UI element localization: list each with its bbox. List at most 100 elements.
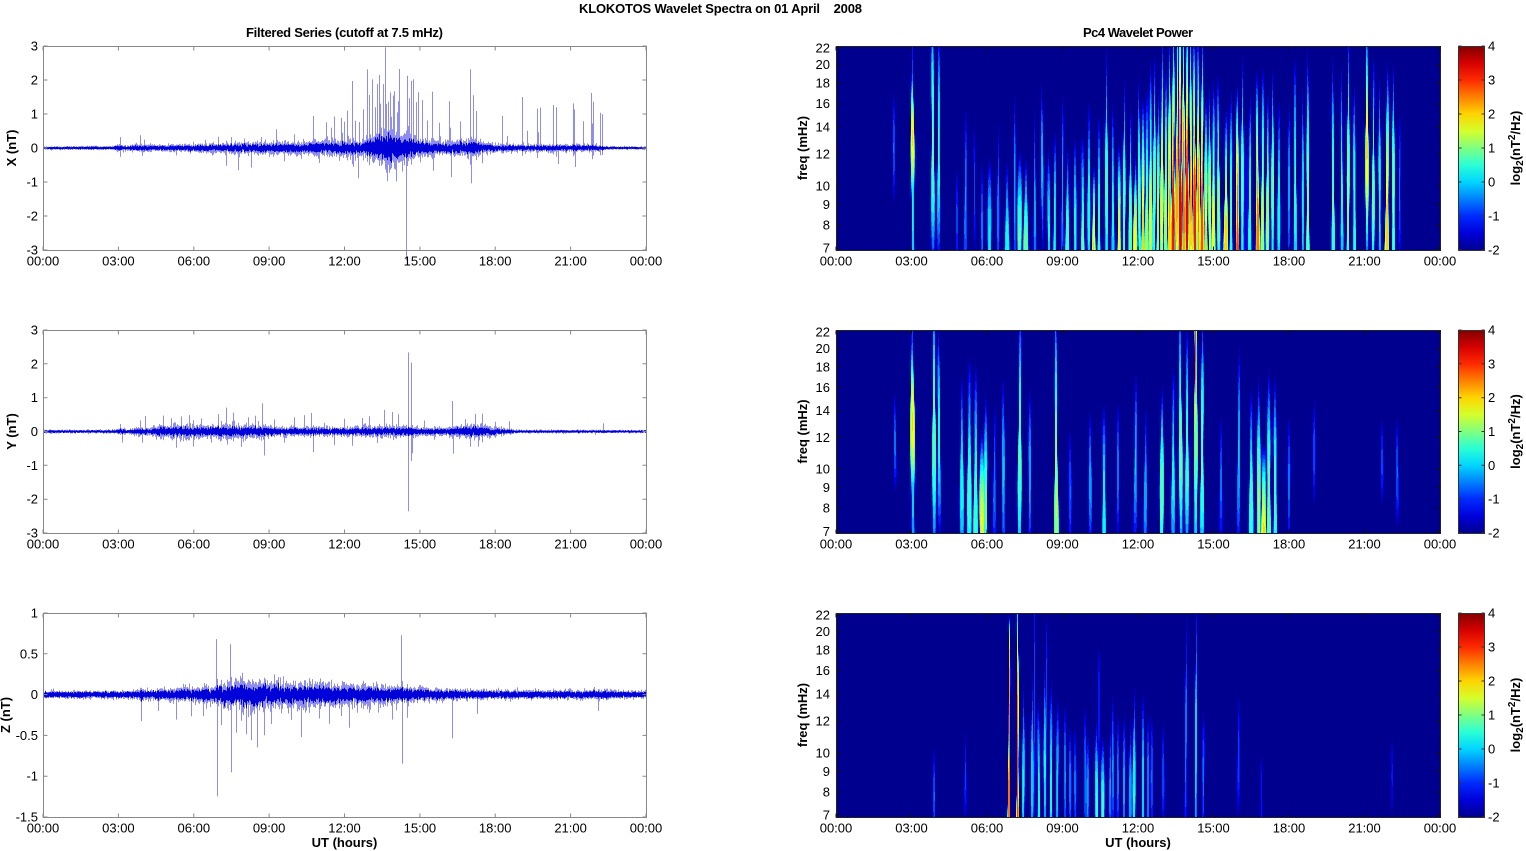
svg-text:-3: -3 — [26, 526, 38, 541]
svg-text:18:00: 18:00 — [1273, 537, 1306, 552]
svg-text:0: 0 — [31, 141, 38, 156]
svg-text:10: 10 — [816, 178, 830, 193]
svg-text:2: 2 — [1488, 390, 1495, 405]
svg-text:15:00: 15:00 — [404, 537, 437, 552]
svg-text:8: 8 — [823, 217, 830, 232]
svg-text:06:00: 06:00 — [971, 537, 1004, 552]
svg-text:-2: -2 — [1488, 810, 1500, 825]
svg-text:14: 14 — [816, 120, 830, 135]
svg-text:7: 7 — [823, 808, 830, 823]
svg-text:06:00: 06:00 — [971, 821, 1004, 836]
svg-text:3: 3 — [1488, 356, 1495, 371]
svg-text:06:00: 06:00 — [178, 821, 211, 836]
svg-text:09:00: 09:00 — [253, 254, 286, 269]
svg-text:-2: -2 — [1488, 243, 1500, 258]
svg-text:2: 2 — [1488, 107, 1495, 122]
svg-text:freq (mHz): freq (mHz) — [795, 399, 810, 463]
svg-text:-1: -1 — [26, 769, 38, 784]
svg-text:21:00: 21:00 — [1348, 821, 1381, 836]
svg-text:-3: -3 — [26, 243, 38, 258]
svg-text:0.5: 0.5 — [20, 646, 38, 661]
svg-text:22: 22 — [816, 608, 830, 623]
svg-text:21:00: 21:00 — [554, 254, 587, 269]
svg-text:Y (nT): Y (nT) — [4, 413, 19, 450]
svg-text:12:00: 12:00 — [1122, 537, 1155, 552]
svg-text:3: 3 — [31, 39, 38, 54]
svg-text:0: 0 — [1488, 742, 1495, 757]
svg-text:1: 1 — [31, 390, 38, 405]
svg-text:0: 0 — [31, 687, 38, 702]
svg-text:12: 12 — [816, 714, 830, 729]
svg-text:freq (mHz): freq (mHz) — [795, 116, 810, 180]
svg-text:log2(nT2/Hz): log2(nT2/Hz) — [1507, 111, 1526, 186]
svg-text:03:00: 03:00 — [895, 821, 928, 836]
svg-text:10: 10 — [816, 745, 830, 760]
svg-text:09:00: 09:00 — [253, 821, 286, 836]
svg-text:03:00: 03:00 — [895, 254, 928, 269]
svg-text:12:00: 12:00 — [1122, 254, 1155, 269]
svg-text:-2: -2 — [26, 492, 38, 507]
svg-text:03:00: 03:00 — [102, 537, 135, 552]
svg-text:1: 1 — [1488, 141, 1495, 156]
svg-text:1: 1 — [1488, 424, 1495, 439]
svg-text:15:00: 15:00 — [1197, 254, 1230, 269]
svg-text:-1.5: -1.5 — [16, 810, 38, 825]
svg-text:18: 18 — [816, 643, 830, 658]
svg-text:9: 9 — [823, 197, 830, 212]
svg-text:18:00: 18:00 — [1273, 254, 1306, 269]
svg-text:00:00: 00:00 — [630, 821, 663, 836]
svg-text:16: 16 — [816, 663, 830, 678]
svg-text:1: 1 — [1488, 708, 1495, 723]
svg-text:-0.5: -0.5 — [16, 728, 38, 743]
svg-text:18:00: 18:00 — [479, 537, 512, 552]
svg-text:22: 22 — [816, 325, 830, 340]
svg-text:3: 3 — [1488, 73, 1495, 88]
svg-text:18: 18 — [816, 359, 830, 374]
svg-text:10: 10 — [816, 462, 830, 477]
svg-text:18:00: 18:00 — [479, 254, 512, 269]
svg-text:09:00: 09:00 — [1046, 537, 1079, 552]
svg-text:log2(nT2/Hz): log2(nT2/Hz) — [1507, 678, 1526, 753]
svg-text:15:00: 15:00 — [1197, 537, 1230, 552]
svg-text:-2: -2 — [1488, 526, 1500, 541]
svg-text:06:00: 06:00 — [971, 254, 1004, 269]
svg-text:2: 2 — [31, 73, 38, 88]
svg-text:09:00: 09:00 — [1046, 821, 1079, 836]
svg-text:18:00: 18:00 — [1273, 821, 1306, 836]
svg-text:0: 0 — [1488, 175, 1495, 190]
svg-text:06:00: 06:00 — [178, 254, 211, 269]
svg-text:20: 20 — [816, 341, 830, 356]
svg-text:12:00: 12:00 — [328, 537, 361, 552]
svg-text:03:00: 03:00 — [102, 254, 135, 269]
svg-text:-2: -2 — [26, 209, 38, 224]
svg-text:03:00: 03:00 — [895, 537, 928, 552]
svg-text:00:00: 00:00 — [27, 821, 60, 836]
svg-text:12:00: 12:00 — [328, 821, 361, 836]
svg-text:00:00: 00:00 — [1424, 821, 1457, 836]
svg-text:14: 14 — [816, 687, 830, 702]
svg-text:18:00: 18:00 — [479, 821, 512, 836]
svg-text:12: 12 — [816, 147, 830, 162]
svg-text:00:00: 00:00 — [820, 821, 853, 836]
svg-text:00:00: 00:00 — [630, 537, 663, 552]
svg-text:00:00: 00:00 — [820, 254, 853, 269]
svg-text:06:00: 06:00 — [178, 537, 211, 552]
svg-text:-1: -1 — [26, 175, 38, 190]
svg-text:21:00: 21:00 — [1348, 254, 1381, 269]
svg-text:15:00: 15:00 — [1197, 821, 1230, 836]
svg-text:21:00: 21:00 — [554, 821, 587, 836]
svg-text:4: 4 — [1488, 606, 1495, 621]
svg-text:22: 22 — [816, 41, 830, 56]
svg-text:8: 8 — [823, 501, 830, 516]
svg-text:freq (mHz): freq (mHz) — [795, 683, 810, 747]
svg-text:-1: -1 — [26, 458, 38, 473]
svg-text:7: 7 — [823, 524, 830, 539]
svg-text:-1: -1 — [1488, 492, 1500, 507]
svg-text:3: 3 — [1488, 640, 1495, 655]
svg-text:21:00: 21:00 — [1348, 537, 1381, 552]
svg-text:7: 7 — [823, 241, 830, 256]
svg-text:20: 20 — [816, 624, 830, 639]
svg-text:2: 2 — [31, 356, 38, 371]
svg-text:12: 12 — [816, 430, 830, 445]
svg-text:12:00: 12:00 — [1122, 821, 1155, 836]
